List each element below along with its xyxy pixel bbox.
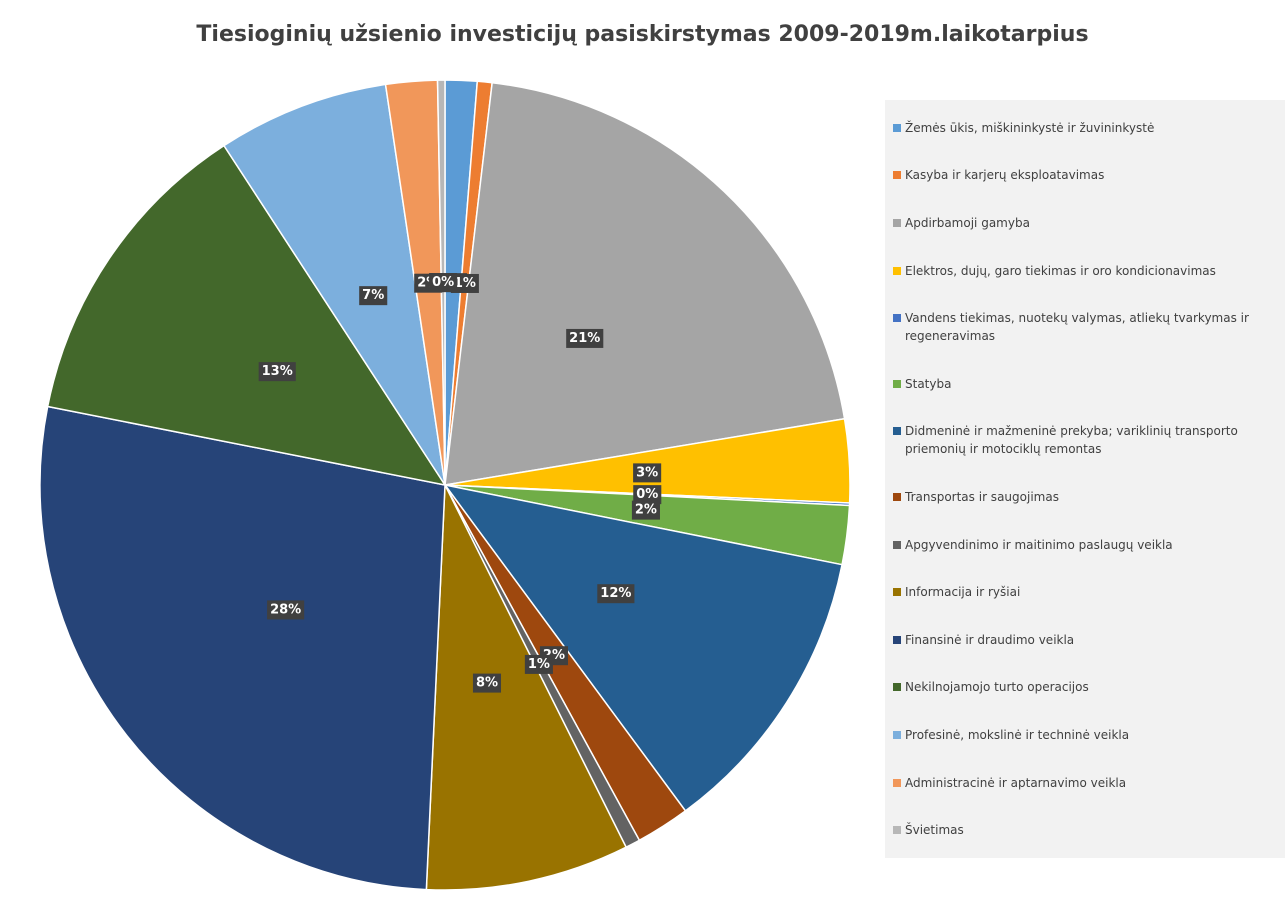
legend-label: Apdirbamoji gamyba — [905, 215, 1030, 230]
legend-item: Profesinė, mokslinė ir techninė veikla — [885, 726, 1285, 744]
data-label-group: 1% — [450, 273, 479, 293]
data-label: 28% — [270, 602, 301, 617]
data-label: 7% — [362, 288, 384, 303]
data-label-bg — [267, 600, 305, 620]
legend-label: Nekilnojamojo turto operacijos — [905, 680, 1089, 695]
legend-swatch — [893, 588, 901, 597]
legend-item: Transportas ir saugojimas — [885, 488, 1285, 506]
data-label-group: 1% — [524, 654, 553, 674]
legend-swatch — [893, 730, 901, 739]
data-label: 12% — [600, 586, 631, 601]
legend-item: Finansinė ir draudimo veikla — [885, 631, 1285, 649]
data-label-bg — [359, 286, 388, 306]
legend-swatch — [893, 492, 901, 501]
pie-slice — [443, 483, 843, 812]
legend-item: Apdirbamoji gamyba — [885, 214, 1285, 232]
pie-slice — [39, 405, 446, 891]
pie-area: 1%1%21%3%0%2%12%2%1%8%28%13%7%2%0% — [39, 79, 851, 891]
data-label-group: 12% — [597, 584, 635, 604]
legend-swatch — [893, 379, 901, 388]
legend-item: Žemės ūkis, miškininkystė ir žuvininkyst… — [885, 119, 1285, 137]
data-label-group: 21% — [566, 328, 604, 348]
data-label: 8% — [476, 676, 498, 691]
data-label-bg — [633, 485, 662, 505]
legend: Žemės ūkis, miškininkystė ir žuvininkyst… — [885, 100, 1285, 858]
data-label: 2% — [635, 503, 657, 518]
data-label-group: 2% — [631, 500, 660, 520]
data-label-bg — [631, 500, 660, 520]
legend-item: Administracinė ir aptarnavimo veikla — [885, 774, 1285, 792]
legend-swatch — [893, 218, 901, 227]
data-label: 0% — [432, 275, 454, 290]
pie-slice — [46, 144, 447, 487]
legend-label: Žemės ūkis, miškininkystė ir žuvininkyst… — [905, 120, 1155, 135]
legend-label: Profesinė, mokslinė ir techninė veikla — [905, 727, 1130, 742]
legend-item: Nekilnojamojo turto operacijos — [885, 678, 1285, 696]
legend-label: Apgyvendinimo ir maitinimo paslaugų veik… — [905, 537, 1173, 552]
pie-slice — [222, 83, 446, 486]
legend-swatch — [893, 826, 901, 835]
data-label: 13% — [262, 364, 293, 379]
data-label-group: 0% — [429, 273, 458, 293]
legend-label: Didmeninė ir mažmeninė prekyba; variklin… — [905, 424, 1238, 457]
legend-item: Vandens tiekimas, nuotekų valymas, atlie… — [885, 309, 1285, 345]
data-label-group: 3% — [633, 463, 662, 483]
legend-item: Didmeninė ir mažmeninė prekyba; variklin… — [885, 422, 1285, 458]
legend-swatch — [893, 171, 901, 180]
data-label: 3% — [636, 465, 658, 480]
legend-label: Statyba — [905, 376, 952, 391]
legend-swatch — [893, 314, 901, 323]
legend-label: Finansinė ir draudimo veikla — [905, 632, 1075, 647]
data-label-group: 28% — [267, 600, 305, 620]
legend-item: Kasyba ir karjerų eksploatavimas — [885, 166, 1285, 184]
data-label-bg — [258, 362, 296, 382]
data-label-bg — [429, 273, 458, 293]
data-label-bg — [524, 654, 553, 674]
data-label-bg — [472, 673, 502, 693]
data-label: 21% — [569, 331, 600, 346]
data-label: 0% — [636, 487, 658, 502]
legend-item: Švietimas — [885, 821, 1285, 839]
legend-label: Vandens tiekimas, nuotekų valymas, atlie… — [905, 311, 1249, 344]
legend-label: Transportas ir saugojimas — [905, 489, 1059, 504]
data-label-group: 0% — [633, 485, 662, 505]
legend-item: Apgyvendinimo ir maitinimo paslaugų veik… — [885, 536, 1285, 554]
data-label: 1% — [454, 276, 476, 291]
data-label-bg — [633, 463, 662, 483]
data-label: 1% — [528, 657, 550, 672]
legend-swatch — [893, 683, 901, 692]
legend-label: Kasyba ir karjerų eksploatavimas — [905, 168, 1105, 183]
legend-label: Švietimas — [905, 823, 964, 838]
legend-swatch — [893, 778, 901, 787]
pie-slice — [444, 81, 846, 486]
legend-label: Informacija ir ryšiai — [905, 585, 1021, 600]
legend-swatch — [893, 427, 901, 436]
data-label-group: 13% — [258, 362, 296, 382]
legend-swatch — [893, 266, 901, 275]
data-label-bg — [597, 584, 635, 604]
legend-swatch — [893, 540, 901, 549]
legend-item: Statyba — [885, 375, 1285, 393]
legend-swatch — [893, 123, 901, 132]
data-label-group: 8% — [472, 673, 502, 693]
legend-item: Elektros, dujų, garo tiekimas ir oro kon… — [885, 262, 1285, 280]
legend-item: Informacija ir ryšiai — [885, 583, 1285, 601]
data-label-bg — [450, 273, 479, 293]
chart-title: Tiesioginių užsienio investicijų pasiski… — [196, 22, 1089, 47]
legend-swatch — [893, 635, 901, 644]
pie-slice — [425, 482, 628, 891]
data-label-group: 7% — [359, 286, 388, 306]
legend-label: Elektros, dujų, garo tiekimas ir oro kon… — [905, 263, 1216, 278]
legend-label: Administracinė ir aptarnavimo veikla — [905, 775, 1127, 790]
data-label-bg — [566, 328, 604, 348]
